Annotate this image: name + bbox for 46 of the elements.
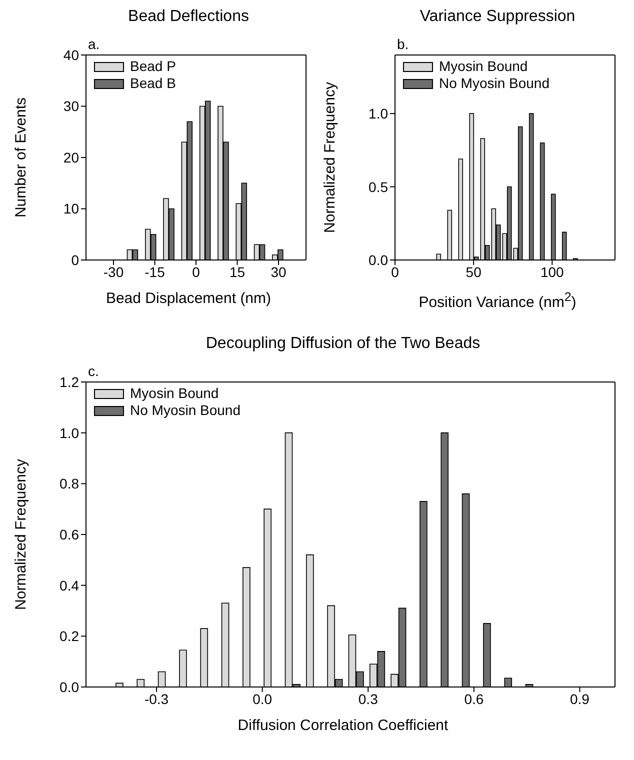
- y-tick-label: 20: [63, 149, 80, 166]
- y-tick-label: 0.6: [60, 526, 80, 542]
- text: c.: [88, 363, 99, 379]
- x-tick-label: -0.3: [144, 690, 169, 707]
- legend-label: Myosin Bound: [439, 58, 528, 75]
- x-tick-label: 30: [270, 264, 286, 280]
- y-tick-label: 0.8: [60, 476, 80, 492]
- text: a.: [88, 36, 100, 52]
- y-tick-label: 0.0: [368, 252, 388, 268]
- y-tick-label: 30: [63, 98, 80, 114]
- y-tick-label: 0.5: [368, 178, 388, 195]
- y-tick-label: 0: [71, 252, 80, 268]
- y-axis-title: Number of Events: [12, 97, 30, 218]
- x-tick-label: 15: [229, 264, 246, 280]
- legend-label: Bead B: [130, 75, 176, 92]
- y-tick-label: 0.4: [60, 577, 80, 594]
- x-tick-label: 0: [391, 264, 400, 280]
- y-tick-label: 1.0: [60, 424, 80, 441]
- y-axis-title: Normalized Frequency: [321, 82, 338, 233]
- chart-title: Decoupling Diffusion of the Two Beads: [204, 335, 482, 354]
- x-tick-label: 0.6: [464, 690, 484, 707]
- text: b.: [397, 36, 409, 52]
- x-axis-title: Position Variance (nm$^{2}$): [418, 290, 578, 311]
- chart-title: Variance Suppression: [418, 8, 576, 27]
- y-tick-label: 0.2: [60, 628, 80, 644]
- x-axis-title: Diffusion Correlation Coefficient: [236, 717, 450, 734]
- chart-title: Bead Deflections: [127, 8, 250, 27]
- y-tick-label: 10: [63, 200, 80, 217]
- y-tick-label: 40: [63, 46, 80, 63]
- legend-label: No Myosin Bound: [130, 402, 241, 419]
- legend-label: Bead P: [130, 58, 176, 75]
- x-axis-title: Bead Displacement (nm): [104, 290, 272, 307]
- y-tick-label: 1.0: [368, 106, 388, 122]
- y-axis-title: Normalized Frequency: [12, 458, 30, 610]
- x-tick-label: 100: [540, 264, 564, 280]
- legend-label: Myosin Bound: [130, 385, 219, 402]
- x-tick-label: 0.9: [570, 690, 590, 707]
- x-tick-label: 50: [466, 264, 482, 280]
- x-tick-label: -30: [103, 264, 124, 280]
- legend-label: No Myosin Bound: [439, 75, 550, 92]
- x-tick-label: -15: [144, 264, 166, 280]
- y-tick-label: 1.2: [60, 374, 80, 390]
- x-tick-label: 0.3: [358, 690, 378, 707]
- x-tick-label: 0: [192, 264, 200, 280]
- x-tick-label: 0.0: [252, 690, 272, 707]
- y-tick-label: 0.0: [60, 678, 80, 695]
